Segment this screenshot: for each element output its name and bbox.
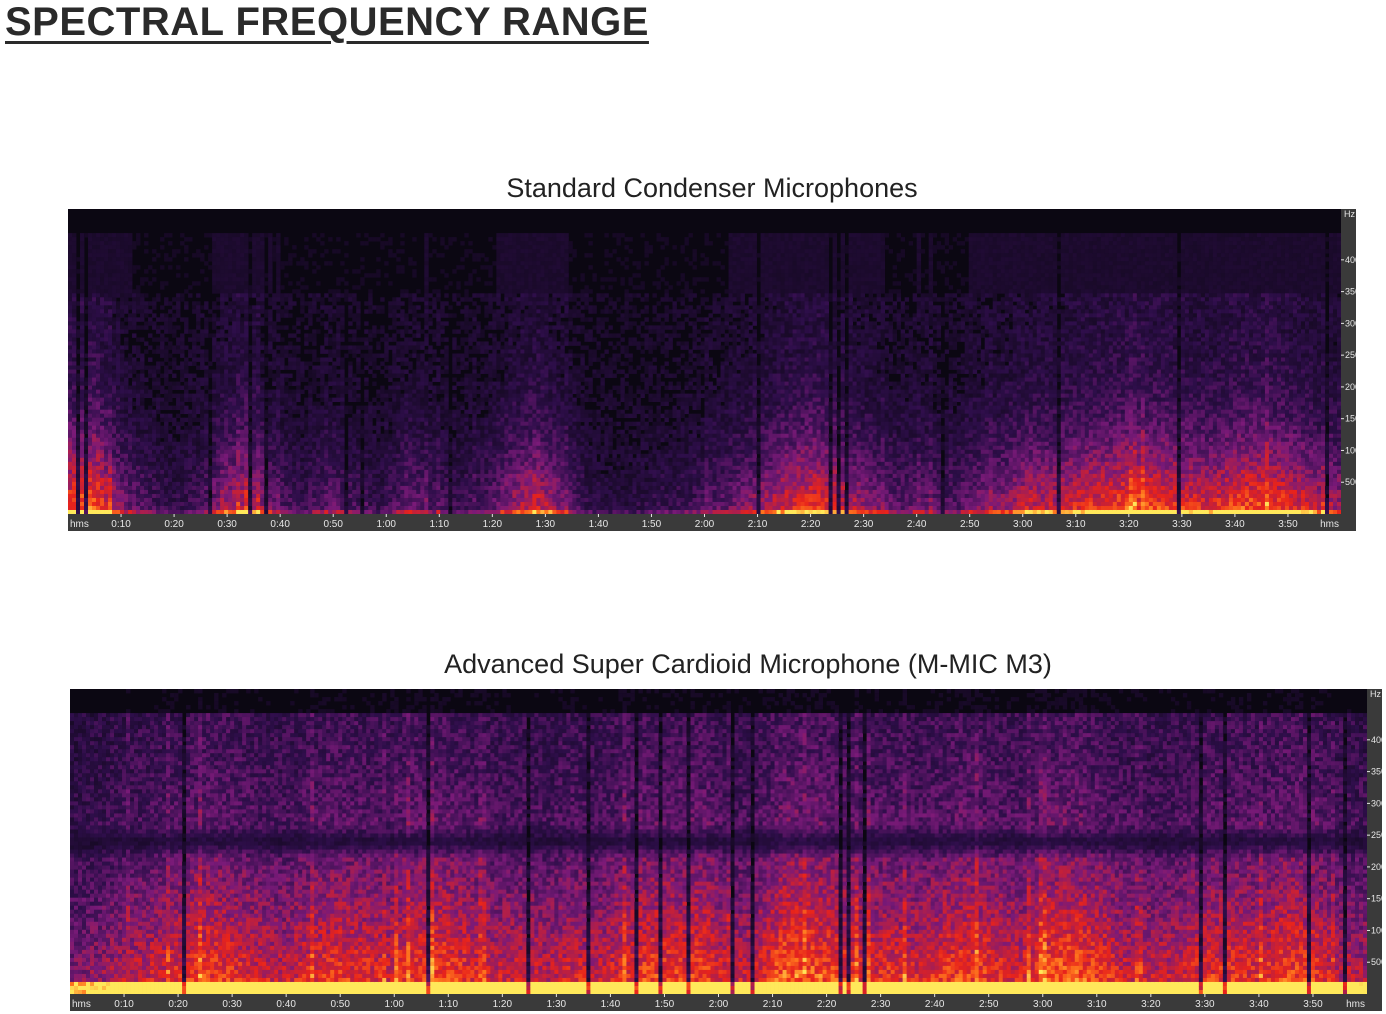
time-tick-label: 2:30 bbox=[871, 999, 891, 1010]
time-tick-label: 1:20 bbox=[493, 999, 513, 1010]
chart-title-standard-condenser: Standard Condenser Microphones bbox=[68, 172, 1356, 204]
frequency-axis: Hz 40000 35000 30000 25000 20000 15000 10000 500… bbox=[1367, 689, 1382, 1011]
time-tick-label: 1:50 bbox=[655, 999, 675, 1010]
time-tick-label: 3:20 bbox=[1141, 999, 1161, 1010]
frequency-tick-label: 15000 bbox=[1345, 414, 1356, 424]
time-tick-label: 2:40 bbox=[925, 999, 945, 1010]
time-unit-label: hms bbox=[70, 519, 89, 530]
time-tick-label: 3:10 bbox=[1087, 999, 1107, 1010]
time-tick-label: 3:00 bbox=[1013, 519, 1033, 530]
frequency-tick-label: 15000 bbox=[1371, 894, 1382, 904]
time-tick-label: 1:30 bbox=[547, 999, 567, 1010]
chart-title-super-cardioid: Advanced Super Cardioid Microphone (M-MI… bbox=[72, 648, 1386, 680]
time-tick-label: 3:10 bbox=[1066, 519, 1086, 530]
time-tick-label: 1:50 bbox=[642, 519, 662, 530]
time-tick-label: 2:10 bbox=[763, 999, 783, 1010]
time-tick-label: 1:20 bbox=[483, 519, 503, 530]
time-tick-label: 3:50 bbox=[1278, 519, 1298, 530]
frequency-tick-label: 30000 bbox=[1345, 318, 1356, 328]
time-tick-label: 2:40 bbox=[907, 519, 927, 530]
spectrogram-super-cardioid: Hz 40000 35000 30000 25000 20000 15000 10000 500… bbox=[70, 689, 1382, 1011]
time-tick-label: 3:40 bbox=[1249, 999, 1269, 1010]
time-tick-label: 3:30 bbox=[1172, 519, 1192, 530]
frequency-tick-label: 30000 bbox=[1371, 798, 1382, 808]
time-tick-label: 2:20 bbox=[817, 999, 837, 1010]
frequency-tick-label: 5000 bbox=[1345, 477, 1356, 487]
time-tick-label: 2:00 bbox=[709, 999, 729, 1010]
time-tick-label: 3:30 bbox=[1195, 999, 1215, 1010]
frequency-unit-label: Hz bbox=[1370, 689, 1381, 699]
page-title: SPECTRAL FREQUENCY RANGE bbox=[5, 0, 649, 46]
time-tick-label: 1:10 bbox=[430, 519, 450, 530]
time-tick-label: 2:50 bbox=[979, 999, 999, 1010]
time-tick-label: 0:30 bbox=[222, 999, 242, 1010]
time-tick-label: 3:00 bbox=[1033, 999, 1053, 1010]
time-tick-label: 0:10 bbox=[114, 999, 134, 1010]
frequency-tick-label: 20000 bbox=[1345, 382, 1356, 392]
time-tick-label: 2:30 bbox=[854, 519, 874, 530]
frequency-tick-label: 5000 bbox=[1371, 957, 1382, 967]
frequency-tick-label: 25000 bbox=[1345, 350, 1356, 360]
time-tick-label: 2:50 bbox=[960, 519, 980, 530]
time-tick-label: 0:40 bbox=[276, 999, 296, 1010]
frequency-tick-label: 10000 bbox=[1371, 925, 1382, 935]
time-axis: hms hms 0:10 0:20 0:30 0:40 0:50 1:00 1:10 1:20 1:… bbox=[68, 514, 1356, 531]
time-tick-label: 1:40 bbox=[589, 519, 609, 530]
time-unit-label: hms bbox=[1320, 519, 1339, 530]
time-tick-label: 3:20 bbox=[1119, 519, 1139, 530]
time-tick-label: 2:10 bbox=[748, 519, 768, 530]
spectrogram-plot-area bbox=[70, 689, 1367, 994]
time-unit-label: hms bbox=[1346, 999, 1365, 1010]
frequency-tick-label: 40000 bbox=[1345, 255, 1356, 265]
time-tick-label: 1:10 bbox=[439, 999, 459, 1010]
time-tick-label: 3:40 bbox=[1225, 519, 1245, 530]
time-tick-label: 0:50 bbox=[330, 999, 350, 1010]
time-tick-label: 0:30 bbox=[217, 519, 237, 530]
time-tick-label: 3:50 bbox=[1303, 999, 1323, 1010]
frequency-tick-label: 25000 bbox=[1371, 830, 1382, 840]
time-tick-label: 0:10 bbox=[111, 519, 131, 530]
frequency-axis: Hz 40000 35000 30000 25000 20000 15000 10000 500… bbox=[1341, 209, 1356, 531]
frequency-tick-label: 20000 bbox=[1371, 862, 1382, 872]
time-tick-label: 1:40 bbox=[601, 999, 621, 1010]
frequency-unit-label: Hz bbox=[1344, 209, 1355, 219]
frequency-tick-label: 10000 bbox=[1345, 445, 1356, 455]
frequency-tick-label: 40000 bbox=[1371, 735, 1382, 745]
frequency-tick-label: 35000 bbox=[1371, 767, 1382, 777]
time-unit-label: hms bbox=[72, 999, 91, 1010]
spectrogram-standard-condenser: Hz 40000 35000 30000 25000 20000 15000 10000 500… bbox=[68, 209, 1356, 531]
time-tick-label: 0:40 bbox=[270, 519, 290, 530]
time-tick-label: 1:00 bbox=[377, 519, 397, 530]
time-axis: hms hms 0:10 0:20 0:30 0:40 0:50 1:00 1:10 1:20 1:… bbox=[70, 994, 1382, 1011]
time-tick-label: 2:20 bbox=[801, 519, 821, 530]
time-tick-label: 0:20 bbox=[164, 519, 184, 530]
time-tick-label: 0:50 bbox=[323, 519, 343, 530]
frequency-tick-label: 35000 bbox=[1345, 287, 1356, 297]
time-tick-label: 1:00 bbox=[385, 999, 405, 1010]
time-tick-label: 0:20 bbox=[168, 999, 188, 1010]
time-tick-label: 2:00 bbox=[695, 519, 715, 530]
time-tick-label: 1:30 bbox=[536, 519, 556, 530]
